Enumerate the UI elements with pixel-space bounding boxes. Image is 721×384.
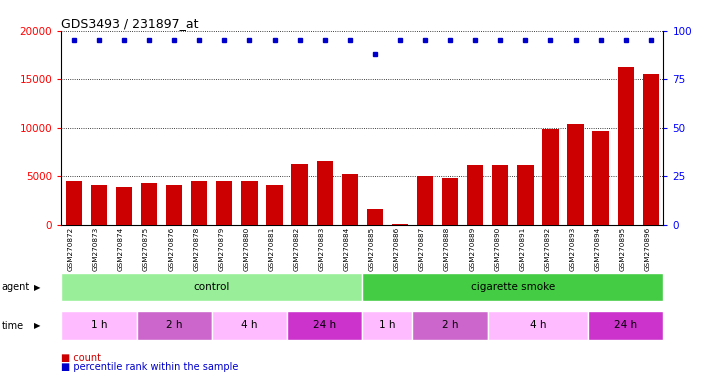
Bar [287, 311, 363, 340]
Bar [66, 181, 82, 225]
Text: GSM270890: GSM270890 [495, 227, 500, 271]
Text: cigarette smoke: cigarette smoke [471, 282, 555, 292]
Text: GSM270893: GSM270893 [570, 227, 575, 271]
Bar [61, 311, 136, 340]
Text: GSM270874: GSM270874 [118, 227, 124, 271]
Text: GSM270891: GSM270891 [519, 227, 526, 271]
Text: GSM270881: GSM270881 [268, 227, 275, 271]
Bar [342, 174, 358, 225]
Bar [363, 273, 663, 301]
Bar [492, 166, 508, 225]
Text: GSM270883: GSM270883 [319, 227, 324, 271]
Text: GSM270889: GSM270889 [469, 227, 475, 271]
Text: ▶: ▶ [34, 283, 41, 292]
Text: ▶: ▶ [34, 321, 41, 330]
Text: GSM270896: GSM270896 [645, 227, 651, 271]
Text: GSM270882: GSM270882 [293, 227, 300, 271]
Text: GSM270886: GSM270886 [394, 227, 400, 271]
Bar [136, 311, 212, 340]
Text: GSM270887: GSM270887 [419, 227, 425, 271]
Bar [442, 178, 459, 225]
Bar [61, 273, 363, 301]
Text: GSM270872: GSM270872 [68, 227, 74, 271]
Bar [412, 311, 487, 340]
Bar [417, 176, 433, 225]
Bar [212, 311, 287, 340]
Text: GSM270880: GSM270880 [244, 227, 249, 271]
Text: 24 h: 24 h [614, 320, 637, 331]
Text: agent: agent [1, 282, 30, 292]
Text: GSM270878: GSM270878 [193, 227, 199, 271]
Bar [542, 129, 559, 225]
Text: GSM270888: GSM270888 [444, 227, 450, 271]
Bar [618, 66, 634, 225]
Text: 1 h: 1 h [379, 320, 396, 331]
Bar [363, 311, 412, 340]
Text: 24 h: 24 h [313, 320, 336, 331]
Text: ■ percentile rank within the sample: ■ percentile rank within the sample [61, 362, 239, 372]
Text: GSM270879: GSM270879 [218, 227, 224, 271]
Bar [191, 181, 208, 225]
Bar [487, 311, 588, 340]
Bar [367, 209, 383, 225]
Text: 4 h: 4 h [530, 320, 546, 331]
Bar [141, 183, 157, 225]
Bar [116, 187, 132, 225]
Text: GSM270895: GSM270895 [619, 227, 626, 271]
Text: time: time [1, 321, 24, 331]
Text: GSM270885: GSM270885 [369, 227, 375, 271]
Bar [291, 164, 308, 225]
Text: GSM270894: GSM270894 [595, 227, 601, 271]
Bar [216, 181, 232, 225]
Bar [642, 74, 659, 225]
Text: GSM270892: GSM270892 [544, 227, 550, 271]
Text: 1 h: 1 h [91, 320, 107, 331]
Text: 4 h: 4 h [241, 320, 257, 331]
Text: GSM270876: GSM270876 [168, 227, 174, 271]
Bar [588, 311, 663, 340]
Bar [517, 164, 534, 225]
Text: ■ count: ■ count [61, 353, 101, 363]
Text: GSM270873: GSM270873 [93, 227, 99, 271]
Bar [91, 185, 107, 225]
Text: GDS3493 / 231897_at: GDS3493 / 231897_at [61, 17, 199, 30]
Bar [166, 185, 182, 225]
Bar [242, 181, 257, 225]
Text: GSM270875: GSM270875 [143, 227, 149, 271]
Text: 2 h: 2 h [166, 320, 182, 331]
Text: control: control [194, 282, 230, 292]
Text: 2 h: 2 h [442, 320, 459, 331]
Bar [567, 124, 584, 225]
Bar [593, 131, 609, 225]
Bar [266, 185, 283, 225]
Bar [317, 161, 333, 225]
Text: GSM270884: GSM270884 [344, 227, 350, 271]
Bar [392, 223, 408, 225]
Bar [467, 164, 483, 225]
